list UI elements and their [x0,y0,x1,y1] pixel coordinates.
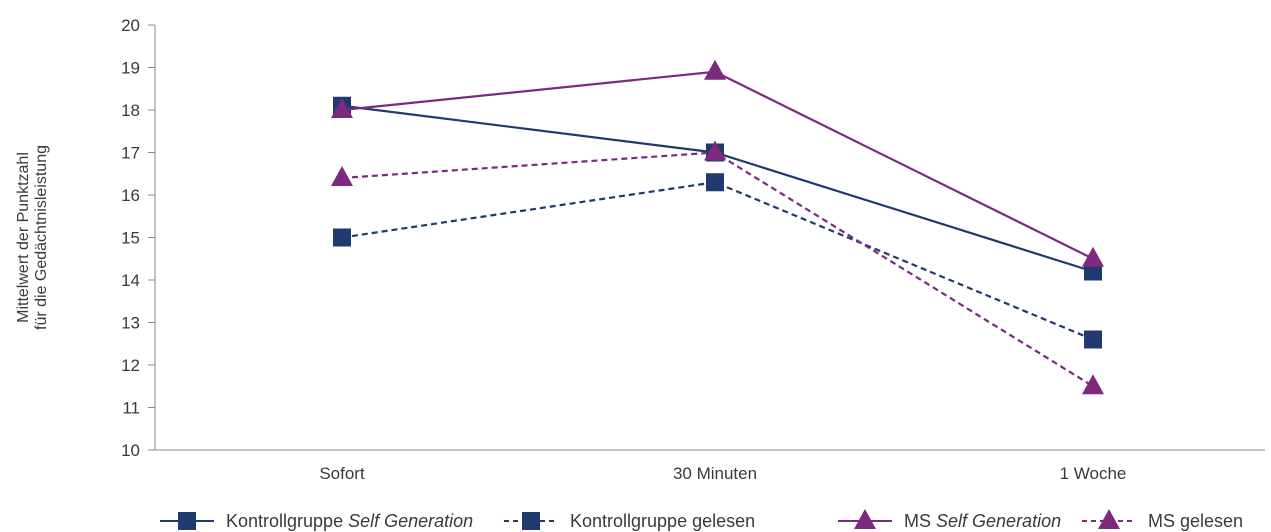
legend-label: Kontrollgruppe gelesen [570,511,755,531]
data-point [331,98,353,118]
legend-label: Kontrollgruppe Self Generation [226,511,473,531]
data-point [706,173,724,192]
y-tick-label: 18 [121,101,140,120]
data-point [704,59,726,80]
legend-item: Kontrollgruppe Self Generation [160,511,473,531]
series-line [341,181,1094,341]
legend-item: MS gelesen [1082,509,1243,531]
y-axis-ticks: 10 11 12 13 14 15 16 17 18 19 20 [121,16,155,460]
data-point [1084,330,1102,349]
y-tick-label: 13 [121,314,140,333]
data-point [1082,246,1104,267]
legend-item: Kontrollgruppe gelesen [504,511,755,531]
series-layer [331,59,1104,395]
x-axis-ticks: Sofort 30 Minuten 1 Woche [319,464,1126,483]
y-tick-label: 15 [121,229,140,248]
y-tick-label: 11 [122,399,140,418]
x-tick-label: 30 Minuten [673,464,757,483]
legend-marker [178,512,196,530]
legend-label: MS Self Generation [904,511,1061,531]
y-tick-label: 12 [121,356,140,375]
data-point [333,228,351,247]
y-tick-label: 17 [121,144,140,163]
x-tick-label: 1 Woche [1060,464,1127,483]
legend: Kontrollgruppe Self Generation Kontrollgr… [160,509,1243,531]
data-point [1082,374,1104,395]
legend-label: MS gelesen [1148,511,1243,531]
y-tick-label: 16 [121,186,140,205]
y-tick-label: 14 [121,271,140,290]
legend-marker [522,512,540,530]
legend-marker [1098,509,1120,529]
y-tick-label: 19 [121,59,140,78]
y-axis-title: Mittelwert der Punktzahl für die Gedächtn… [15,145,50,330]
y-tick-label: 20 [121,16,140,35]
data-point [704,140,726,161]
series-3 [331,59,1104,267]
data-point [331,166,353,186]
legend-item: MS Self Generation [838,509,1061,531]
series-4 [331,140,1104,395]
x-tick-label: Sofort [319,464,365,483]
data-point [1084,262,1102,281]
legend-marker [854,509,876,529]
y-axis-title-line: für die Gedächtnisleistung [33,145,50,330]
y-tick-label: 10 [121,441,140,460]
y-axis-title-line: Mittelwert der Punktzahl [15,152,32,323]
series-line [341,70,1094,260]
series-2 [333,173,1102,349]
